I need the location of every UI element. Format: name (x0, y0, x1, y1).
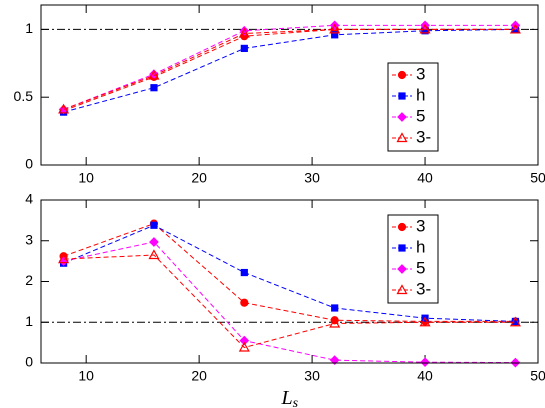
marker (396, 284, 408, 295)
marker (397, 222, 407, 232)
marker (396, 132, 408, 143)
series-line (63, 223, 516, 322)
marker (419, 23, 431, 34)
x-tick-label: 40 (417, 170, 433, 186)
x-tick-label: 10 (78, 170, 94, 186)
marker (240, 298, 249, 307)
marker (331, 304, 339, 312)
marker (509, 23, 521, 34)
marker (148, 69, 160, 80)
marker (148, 249, 160, 260)
y-tick-label: 0 (25, 156, 33, 172)
plot-frame (40, 4, 539, 166)
marker (509, 316, 521, 327)
x-tick-label: 40 (417, 368, 433, 384)
x-tick-label: 30 (304, 368, 320, 384)
x-axis-label: Ls (281, 387, 299, 408)
legend-label: 3- (416, 127, 431, 146)
marker (331, 31, 339, 39)
x-tick-label: 20 (191, 170, 207, 186)
marker (149, 237, 159, 247)
y-tick-label: 0 (25, 354, 33, 370)
legend-label: h (416, 237, 425, 256)
marker (329, 23, 341, 34)
x-axis-label-sub: s (293, 396, 299, 408)
marker (58, 253, 70, 264)
legend: 3 h 5 3- (387, 62, 439, 152)
x-tick-label: 10 (78, 368, 94, 384)
marker (397, 112, 407, 122)
marker (240, 44, 248, 52)
series-line (63, 28, 516, 113)
legend: 3 h 5 3- (387, 214, 439, 304)
marker (238, 341, 250, 352)
legend-box (387, 62, 439, 152)
legend-label: 3- (416, 279, 431, 298)
series-line (63, 254, 516, 349)
legend-label: h (416, 85, 425, 104)
marker (398, 244, 406, 252)
x-axis-label-main: L (281, 387, 293, 408)
marker (240, 268, 248, 277)
series-line (63, 241, 516, 364)
legend-label: 5 (416, 106, 425, 125)
y-tick-label: 3 (25, 231, 33, 247)
series-line (63, 24, 516, 110)
marker (149, 69, 159, 80)
y-tick-label: 4 (25, 191, 33, 207)
marker (397, 264, 407, 274)
x-tick-label: 20 (191, 368, 207, 384)
legend-box (387, 214, 439, 304)
x-tick-label: 30 (304, 170, 320, 186)
y-tick-label: 0.5 (14, 88, 34, 104)
marker (398, 92, 406, 100)
marker (150, 221, 158, 229)
marker (397, 70, 407, 80)
legend-label: 3 (416, 216, 425, 235)
series-line (63, 224, 516, 322)
marker (329, 317, 341, 328)
legend-label: 5 (416, 258, 425, 277)
x-tick-label: 50 (530, 368, 545, 384)
x-tick-label: 50 (530, 170, 545, 186)
series-line (63, 28, 516, 110)
marker (150, 84, 158, 92)
series-line (63, 28, 516, 112)
marker (239, 335, 250, 346)
y-tick-label: 1 (25, 20, 33, 36)
marker (238, 27, 250, 38)
marker (329, 355, 340, 365)
marker (420, 357, 430, 368)
y-tick-label: 2 (25, 272, 33, 288)
marker (58, 103, 70, 114)
legend-label: 3 (416, 64, 425, 83)
plot-frame (40, 199, 539, 364)
marker (419, 316, 431, 327)
y-tick-label: 1 (25, 313, 33, 329)
